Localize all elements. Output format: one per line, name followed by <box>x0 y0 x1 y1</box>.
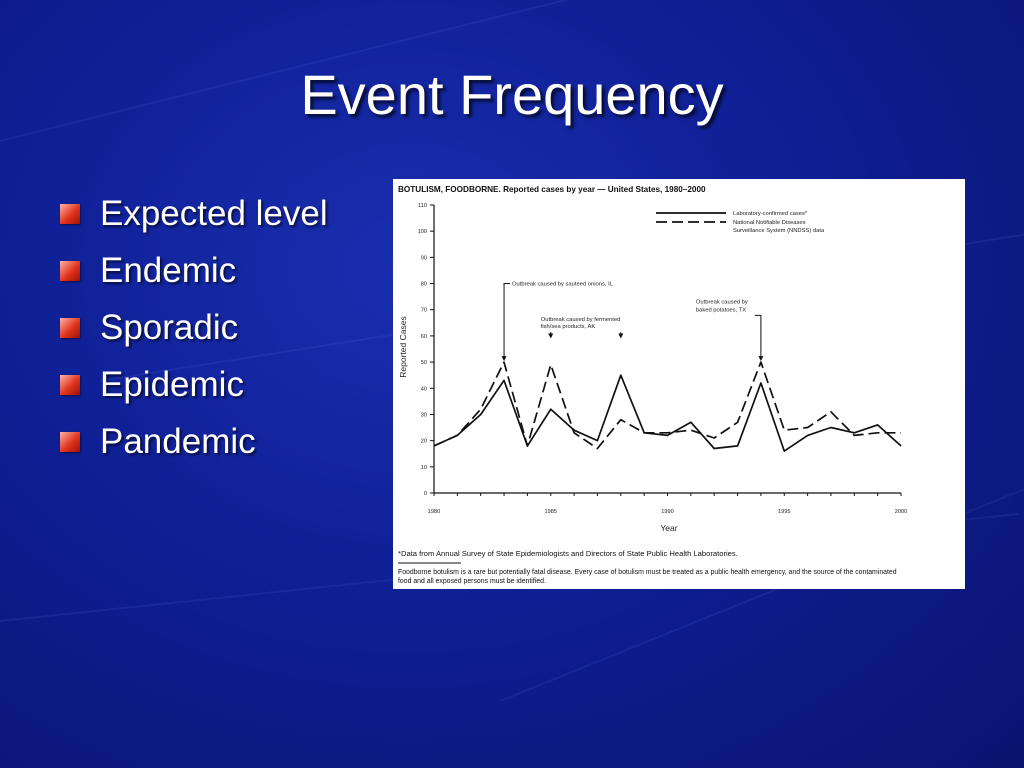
y-axis-label: Reported Cases <box>398 316 408 377</box>
annotation-label: Outbreak caused by sauteed onions, IL <box>512 282 614 288</box>
y-tick-label: 30 <box>421 412 427 418</box>
legend-label: Laboratory-confirmed cases* <box>733 211 808 217</box>
x-tick-label: 1985 <box>545 509 557 515</box>
chart-footnote: *Data from Annual Survey of State Epidem… <box>398 549 738 558</box>
y-tick-label: 0 <box>424 491 427 497</box>
bullet-text: Endemic <box>100 250 237 290</box>
annotation-label: baked potatoes, TX <box>696 307 746 313</box>
bullet-item: Epidemic <box>60 356 328 413</box>
bullet-list: Expected level Endemic Sporadic Epidemic… <box>60 185 328 470</box>
caption-line-2: food and all exposed persons must be ide… <box>398 578 546 585</box>
y-tick-label: 50 <box>421 360 427 366</box>
annotation-arrowhead <box>501 356 507 362</box>
x-tick-label: 2000 <box>895 509 907 515</box>
bullet-item: Expected level <box>60 185 328 242</box>
x-axis-label: Year <box>660 523 677 533</box>
bullet-square-icon <box>60 203 80 224</box>
y-tick-label: 80 <box>421 282 427 288</box>
y-tick-label: 70 <box>421 308 427 314</box>
series-line-1 <box>433 374 902 452</box>
chart-figure: BOTULISM, FOODBORNE. Reported cases by y… <box>393 179 965 589</box>
chart-title: BOTULISM, FOODBORNE. Reported cases by y… <box>398 185 706 194</box>
slide-title: Event Frequency <box>300 63 724 126</box>
annotation-arrowhead <box>548 333 554 339</box>
chart-caption-line: Foodborne botulism is a rare but potenti… <box>398 569 899 585</box>
legend-label: Surveillance System (NNDSS) data <box>733 228 825 234</box>
annotation-label: Outbreak caused by <box>696 299 748 305</box>
bullet-item: Sporadic <box>60 299 328 356</box>
annotation-leader <box>503 283 511 359</box>
annotation-arrowhead <box>618 333 624 339</box>
bullet-square-icon <box>60 317 80 338</box>
bullet-item: Pandemic <box>60 413 328 470</box>
chart-svg: BOTULISM, FOODBORNE. Reported cases by y… <box>398 185 908 585</box>
bullet-square-icon <box>60 374 80 395</box>
bullet-text: Epidemic <box>100 364 244 404</box>
y-tick-label: 110 <box>418 203 427 209</box>
y-tick-label: 90 <box>421 255 427 261</box>
bullet-square-icon <box>60 260 80 281</box>
annotation-arrowhead <box>758 356 764 362</box>
y-tick-label: 20 <box>421 439 427 445</box>
bullet-text: Pandemic <box>100 421 256 461</box>
y-tick-label: 40 <box>421 386 427 392</box>
bullet-square-icon <box>60 431 80 452</box>
bullet-item: Endemic <box>60 242 328 299</box>
annotation-label: fish/sea products, AK <box>541 324 596 330</box>
x-tick-label: 1995 <box>778 509 790 515</box>
legend-label: National Notifiable Diseases <box>733 220 806 226</box>
x-tick-label: 1980 <box>428 509 440 515</box>
annotation-label: Outbreak caused by fermented <box>541 317 621 323</box>
caption-line-1: Foodborne botulism is a rare but potenti… <box>398 569 897 576</box>
y-tick-label: 60 <box>421 334 427 340</box>
bullet-text: Expected level <box>100 193 328 233</box>
y-tick-label: 100 <box>418 229 427 235</box>
annotation-leader <box>754 314 762 359</box>
bullet-text: Sporadic <box>100 307 239 347</box>
series-line-2 <box>433 361 901 450</box>
x-tick-label: 1990 <box>661 509 673 515</box>
plot-area: 0 10 20 30 40 50 60 70 80 90 100 110 1980 1985 1990 199… <box>418 203 908 515</box>
y-tick-label: 10 <box>421 465 427 471</box>
